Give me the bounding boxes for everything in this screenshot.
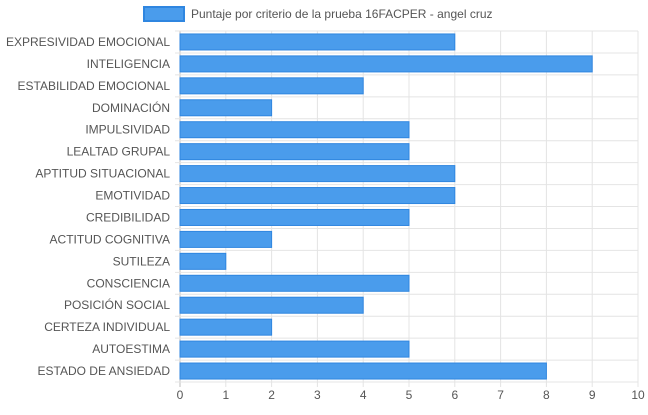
category-label: CERTEZA INDIVIDUAL bbox=[44, 320, 170, 334]
bar[interactable] bbox=[179, 165, 456, 183]
y-axis-labels: EXPRESIVIDAD EMOCIONAL INTELIGENCIA ESTABI… bbox=[6, 35, 170, 378]
category-label: CONSCIENCIA bbox=[87, 276, 170, 290]
bar[interactable] bbox=[179, 33, 456, 51]
category-label: CREDIBILIDAD bbox=[86, 210, 170, 224]
x-tick-label: 10 bbox=[631, 388, 645, 402]
bar[interactable] bbox=[179, 274, 410, 292]
x-tick-label: 1 bbox=[222, 388, 229, 402]
category-label: ESTADO DE ANSIEDAD bbox=[38, 364, 171, 378]
bar[interactable] bbox=[179, 296, 364, 314]
category-label: APTITUD SITUACIONAL bbox=[35, 167, 170, 181]
x-tick-label: 3 bbox=[314, 388, 321, 402]
legend[interactable]: Puntaje por criterio de la prueba 16FACP… bbox=[143, 6, 493, 22]
bar[interactable] bbox=[179, 340, 410, 358]
bar[interactable] bbox=[179, 55, 593, 73]
bars bbox=[179, 33, 593, 380]
grid bbox=[175, 30, 639, 387]
bar[interactable] bbox=[179, 208, 410, 226]
category-label: ESTABILIDAD EMOCIONAL bbox=[18, 79, 171, 93]
x-tick-label: 2 bbox=[268, 388, 275, 402]
category-label: INTELIGENCIA bbox=[87, 57, 170, 71]
bar[interactable] bbox=[179, 187, 456, 205]
bar[interactable] bbox=[179, 99, 273, 117]
x-tick-label: 7 bbox=[497, 388, 504, 402]
bar[interactable] bbox=[179, 230, 273, 248]
x-tick-label: 9 bbox=[589, 388, 596, 402]
category-label: LEALTAD GRUPAL bbox=[67, 145, 171, 159]
bar[interactable] bbox=[179, 77, 364, 95]
category-label: SUTILEZA bbox=[113, 254, 170, 268]
legend-label: Puntaje por criterio de la prueba 16FACP… bbox=[191, 7, 493, 21]
category-label: IMPULSIVIDAD bbox=[85, 123, 170, 137]
x-tick-label: 0 bbox=[177, 388, 184, 402]
category-label: DOMINACIÓN bbox=[92, 100, 170, 115]
bar[interactable] bbox=[179, 143, 410, 161]
legend-swatch bbox=[143, 6, 185, 22]
x-tick-label: 4 bbox=[360, 388, 367, 402]
x-tick-label: 6 bbox=[451, 388, 458, 402]
bar[interactable] bbox=[179, 121, 410, 139]
category-label: AUTOESTIMA bbox=[92, 342, 170, 356]
x-axis-ticks: 0 1 2 3 4 5 6 7 8 9 10 bbox=[177, 388, 645, 402]
bar[interactable] bbox=[179, 252, 227, 270]
category-label: EMOTIVIDAD bbox=[95, 189, 170, 203]
bar[interactable] bbox=[179, 318, 273, 336]
bar[interactable] bbox=[179, 362, 547, 380]
x-tick-label: 8 bbox=[543, 388, 550, 402]
x-tick-label: 5 bbox=[406, 388, 413, 402]
category-label: EXPRESIVIDAD EMOCIONAL bbox=[6, 35, 170, 49]
category-label: POSICIÓN SOCIAL bbox=[64, 297, 170, 312]
category-label: ACTITUD COGNITIVA bbox=[50, 232, 170, 246]
